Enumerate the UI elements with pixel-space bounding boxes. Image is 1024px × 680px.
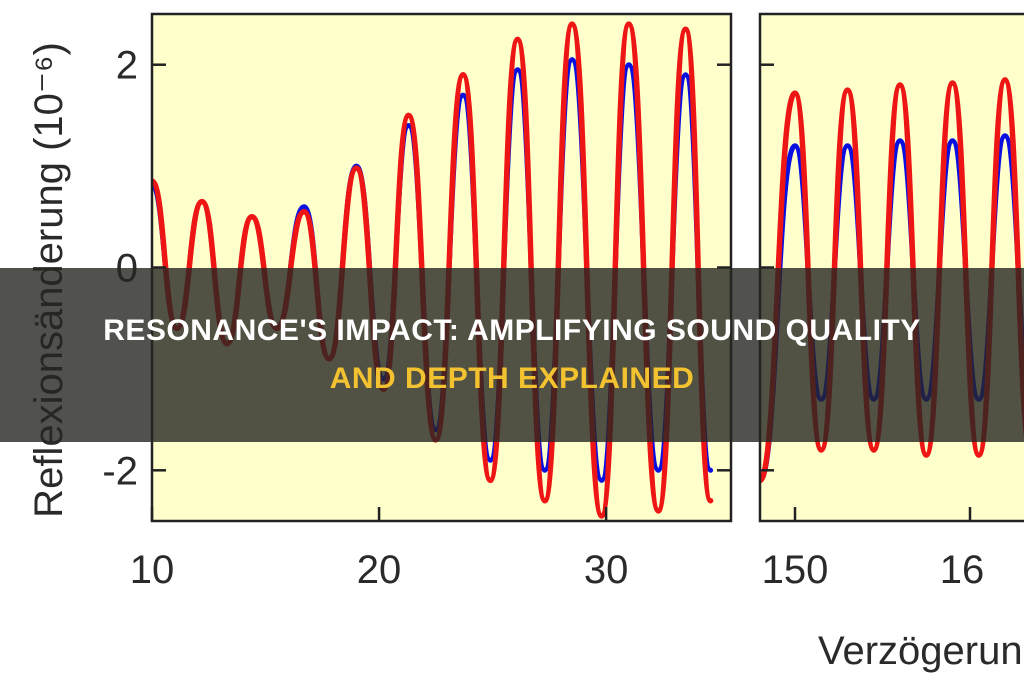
x-tick-label: 16 — [940, 548, 985, 592]
y-tick-label: 2 — [116, 44, 138, 88]
x-tick-label: 20 — [357, 548, 402, 592]
x-tick-label: 150 — [762, 548, 829, 592]
headline-line-1: RESONANCE'S IMPACT: AMPLIFYING SOUND QUA… — [103, 314, 921, 347]
x-tick-group-left: 10 20 30 — [130, 507, 629, 592]
headline-line-2: AND DEPTH EXPLAINED — [329, 362, 695, 395]
x-tick-group-right: 150 16 — [760, 63, 985, 592]
x-tick-label: 10 — [130, 548, 175, 592]
x-axis-label: Verzögerung — [818, 629, 1024, 673]
title-overlay-band: RESONANCE'S IMPACT: AMPLIFYING SOUND QUA… — [0, 268, 1024, 442]
y-tick-label: -2 — [102, 449, 138, 493]
x-tick-label: 30 — [584, 548, 629, 592]
